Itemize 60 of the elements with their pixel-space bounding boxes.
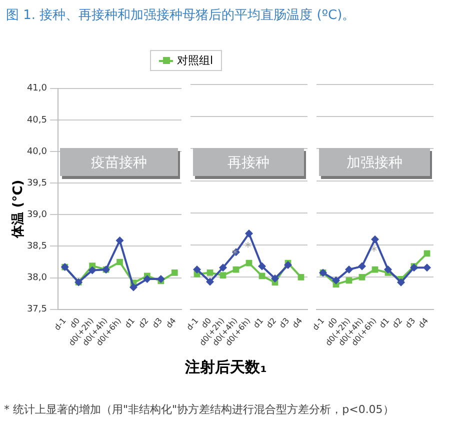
point (129, 283, 138, 292)
point (423, 264, 431, 272)
point (371, 235, 379, 244)
y-tick-label: 40,0 (26, 146, 48, 157)
point (298, 274, 304, 280)
point (206, 270, 214, 276)
point (284, 261, 292, 270)
point (397, 278, 405, 286)
y-tick-label: 39,0 (26, 210, 48, 220)
point (410, 264, 418, 272)
x-tick-label: d4 (290, 316, 304, 330)
point (206, 278, 214, 286)
point (116, 236, 124, 245)
x-tick-label: d1 (252, 316, 266, 330)
x-tick-label: d-1 (52, 316, 68, 332)
x-tick-label: d1 (378, 316, 392, 330)
point (358, 262, 366, 270)
y-tick-label: 37,5 (26, 304, 47, 315)
point (143, 275, 152, 284)
point (258, 262, 266, 270)
x-tick-label: d3 (278, 316, 292, 330)
x-axis-title: 注射后天数₁ (184, 358, 268, 377)
text: * 统计上显著的增加（用"非结构化"协方差结构进行混合型方差分析，p<0.05） (4, 402, 394, 417)
point (220, 272, 226, 278)
y-axis-title: 体温 (°C) (10, 178, 27, 240)
x-tick-label: d4 (164, 316, 178, 330)
x-tick-label: d3 (150, 316, 164, 330)
text: 加强接种 (346, 154, 404, 172)
point (384, 266, 392, 274)
point (345, 266, 353, 274)
annotation: * (245, 240, 251, 254)
point (358, 274, 366, 280)
point (193, 266, 201, 274)
x-tick-label: d1 (123, 316, 137, 330)
chart-title: 图 1. 接种、再接种和加强接种母猪后的平均直肠温度 (ºC)。 (6, 7, 356, 24)
x-tick-label: d3 (404, 316, 418, 330)
text: 再接种 (226, 154, 270, 172)
point (245, 230, 253, 238)
x-tick-label: d2 (264, 316, 278, 330)
annotation: * (371, 244, 377, 258)
point (88, 266, 96, 274)
x-tick-label: d2 (390, 316, 404, 330)
y-tick-label: 40,5 (26, 115, 47, 126)
point (332, 276, 340, 284)
x-tick-label: d-1 (310, 316, 326, 332)
legend-label: 对照组l (177, 53, 214, 68)
point (219, 264, 227, 272)
x-tick-label: d4 (416, 316, 430, 330)
point (246, 260, 252, 266)
point (271, 274, 279, 283)
point (171, 270, 178, 276)
text: 疫苗接种 (90, 154, 148, 172)
y-tick-label: 38,5 (26, 242, 47, 252)
y-tick-label: 38,0 (26, 273, 48, 284)
annotation: * (232, 247, 238, 261)
x-tick-label: d-1 (184, 316, 200, 332)
x-tick-label: d2 (136, 316, 150, 330)
point (116, 258, 123, 266)
y-tick-label: 39,5 (26, 178, 47, 188)
y-tick-label: 41,0 (26, 84, 48, 94)
